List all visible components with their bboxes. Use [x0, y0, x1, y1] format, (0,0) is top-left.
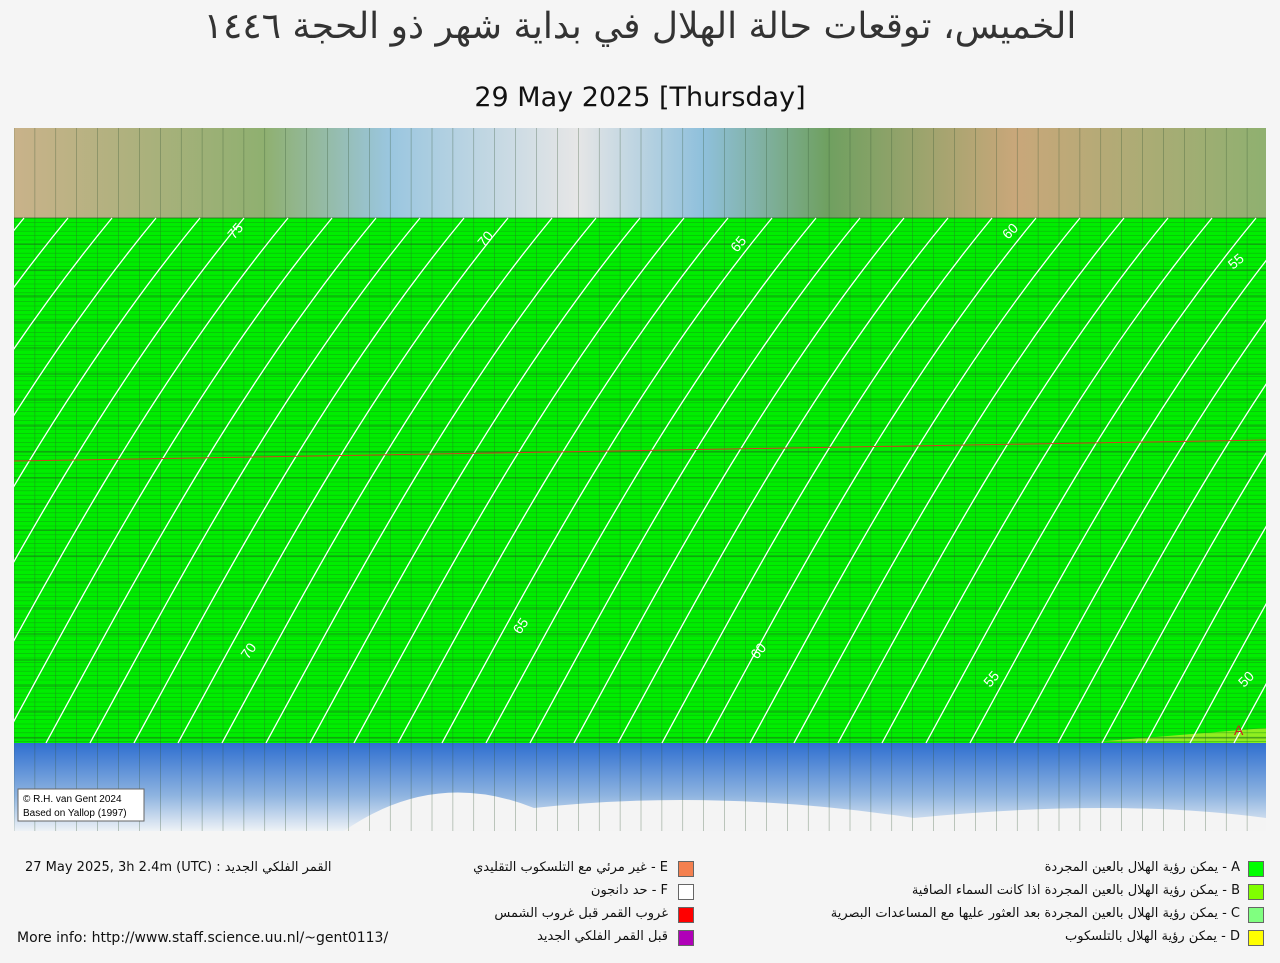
- more-info: More info: http://www.staff.science.uu.n…: [17, 930, 389, 946]
- contour-line: [1145, 525, 1266, 744]
- contour-line: [14, 217, 201, 488]
- grid: [14, 128, 1266, 831]
- legend-swatch: [1248, 861, 1264, 877]
- legend-swatch: [678, 884, 694, 900]
- contour-line: [1189, 602, 1266, 744]
- contour-line: [837, 217, 1169, 744]
- legend-swatch: [1248, 930, 1264, 946]
- contour-line: [793, 217, 1125, 744]
- legend-label: قبل القمر الفلكي الجديد: [537, 929, 668, 944]
- visibility-zone-a: [14, 218, 1266, 743]
- contour-line: [45, 217, 377, 744]
- contour-line: [133, 217, 465, 744]
- title: الخميس، توقعات حالة الهلال في بداية شهر …: [203, 6, 1077, 47]
- contour-line: [573, 217, 905, 744]
- contour-line: [1101, 452, 1266, 744]
- contour-line: [441, 217, 773, 744]
- contour-line: [881, 217, 1213, 744]
- contour-line: [485, 217, 817, 744]
- legend-swatch: [1248, 907, 1264, 923]
- contour-line: [14, 217, 289, 642]
- contour-line: [397, 217, 729, 744]
- legend-label: D - يمكن رؤية الهلال بالتلسكوب: [1065, 929, 1240, 944]
- contour-line: [969, 259, 1266, 744]
- credit-box: [17, 788, 145, 822]
- new-moon-time: 27 May 2025, 3h 2.4m (UTC) : القمر الفلك…: [25, 860, 332, 875]
- arctic-terrain: [14, 128, 1266, 218]
- contour-line: [1057, 383, 1266, 744]
- contour-line: [221, 217, 553, 744]
- legend-swatch: [678, 861, 694, 877]
- legend-label: E - غير مرئي مع التلسكوب التقليدي: [473, 860, 668, 875]
- legend-swatch: [1248, 884, 1264, 900]
- credit: © R.H. van Gent 2024: [23, 794, 122, 805]
- contour-line: [14, 217, 245, 563]
- contour-line: [14, 217, 157, 417]
- zone-label: A: [1234, 722, 1244, 738]
- contour-line: [529, 217, 861, 744]
- legend-label: غروب القمر قبل غروب الشمس: [494, 906, 668, 921]
- contour-line: [617, 217, 949, 744]
- contour-line: [661, 217, 993, 744]
- contour-line: [177, 217, 509, 744]
- legend-label: B - يمكن رؤية الهلال بالعين المجردة اذا …: [911, 883, 1240, 898]
- legend-swatch: [678, 907, 694, 923]
- legend-label: C - يمكن رؤية الهلال بالعين المجردة بعد …: [830, 906, 1240, 921]
- contour-line: [89, 217, 421, 744]
- antarctica: [344, 792, 1266, 831]
- legend-label: F - حد دانجون: [590, 883, 668, 898]
- contour-line: [353, 217, 685, 744]
- legend-swatch: [678, 930, 694, 946]
- legend-label: A - يمكن رؤية الهلال بالعين المجردة: [1044, 860, 1240, 875]
- contour-line: [309, 217, 641, 744]
- contour-line: [925, 217, 1257, 744]
- contour-line: [749, 217, 1081, 744]
- contour-line: [14, 217, 113, 350]
- credit: Based on Yallop (1997): [23, 808, 127, 819]
- contour-line: [1013, 318, 1266, 744]
- ecliptic-line: [14, 439, 1266, 462]
- contour-line: [265, 217, 597, 744]
- contour-line: [14, 217, 333, 723]
- zone-a-edge: [1094, 728, 1266, 743]
- date: 29 May 2025 [Thursday]: [474, 82, 806, 113]
- contour-line: [705, 217, 1037, 744]
